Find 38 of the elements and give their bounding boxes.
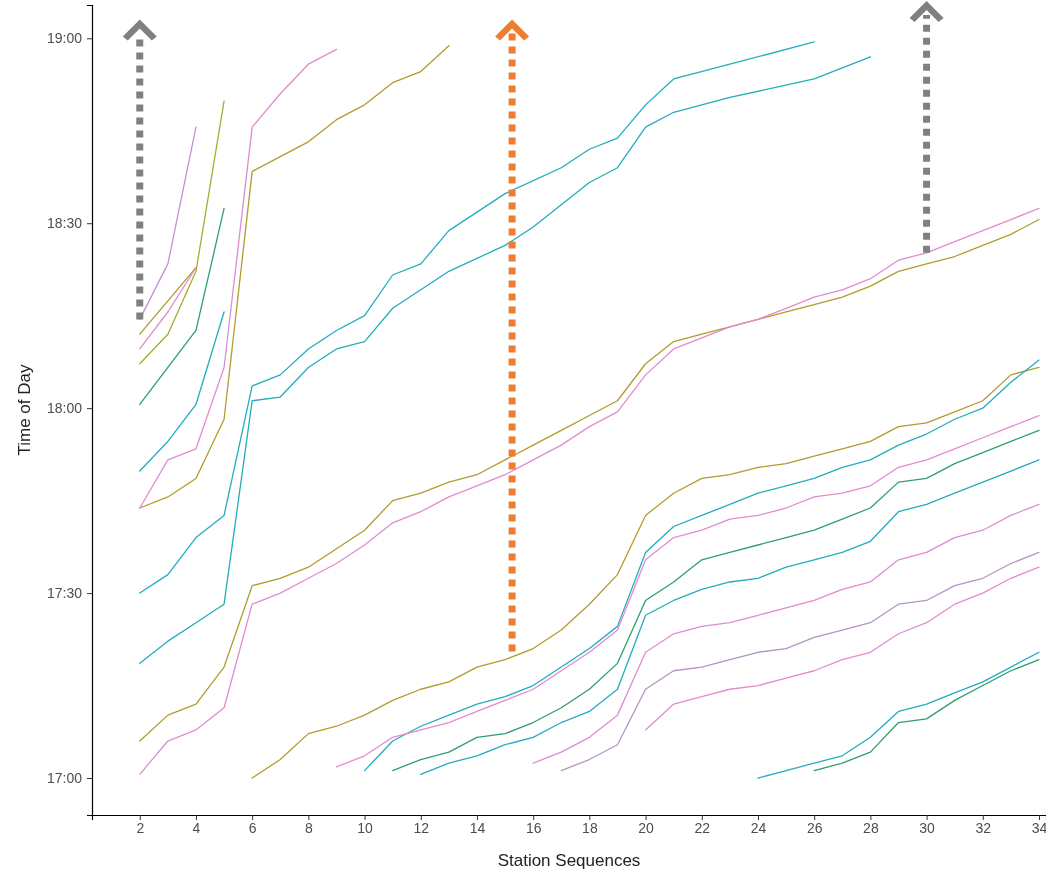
x-tick-label: 26 — [806, 819, 823, 836]
y-tick-label: 18:00 — [46, 400, 83, 417]
x-tick-label: 20 — [638, 819, 655, 836]
x-tick-label: 32 — [975, 819, 992, 836]
line-series — [139, 311, 225, 472]
y-tick-label: 18:30 — [46, 215, 83, 232]
x-tick-label: 10 — [357, 819, 374, 836]
line-series — [139, 41, 815, 594]
line-series — [560, 551, 1040, 772]
line-series — [644, 566, 1040, 731]
line-series — [139, 45, 450, 509]
x-tick-label: 28 — [863, 819, 879, 836]
line-series — [251, 366, 1040, 779]
x-tick-label: 34 — [1031, 819, 1046, 836]
x-tick-label: 22 — [694, 819, 711, 836]
line-series — [757, 651, 1040, 779]
x-tick-label: 30 — [919, 819, 936, 836]
x-tick-label: 16 — [525, 819, 542, 836]
x-tick-label: 4 — [192, 819, 201, 836]
x-tick-label: 18 — [582, 819, 598, 836]
y-axis-title: Time of Day — [15, 364, 34, 456]
line-series — [139, 48, 338, 509]
x-tick-label: 8 — [304, 819, 313, 836]
y-tick-label: 17:00 — [46, 769, 83, 786]
line-series — [363, 359, 1040, 772]
x-axis-title: Station Sequences — [497, 851, 641, 870]
line-series — [139, 207, 225, 406]
x-tick-label: 6 — [248, 819, 257, 836]
line-series — [139, 100, 225, 365]
x-tick-label: 24 — [750, 819, 767, 836]
x-tick-label: 12 — [413, 819, 430, 836]
line-series — [139, 56, 872, 665]
x-tick-label: 2 — [136, 819, 145, 836]
y-tick-label: 17:30 — [46, 585, 83, 602]
line-series — [532, 503, 1040, 764]
y-tick-label: 19:00 — [46, 30, 83, 47]
x-tick-label: 14 — [469, 819, 486, 836]
line-series — [813, 659, 1040, 772]
